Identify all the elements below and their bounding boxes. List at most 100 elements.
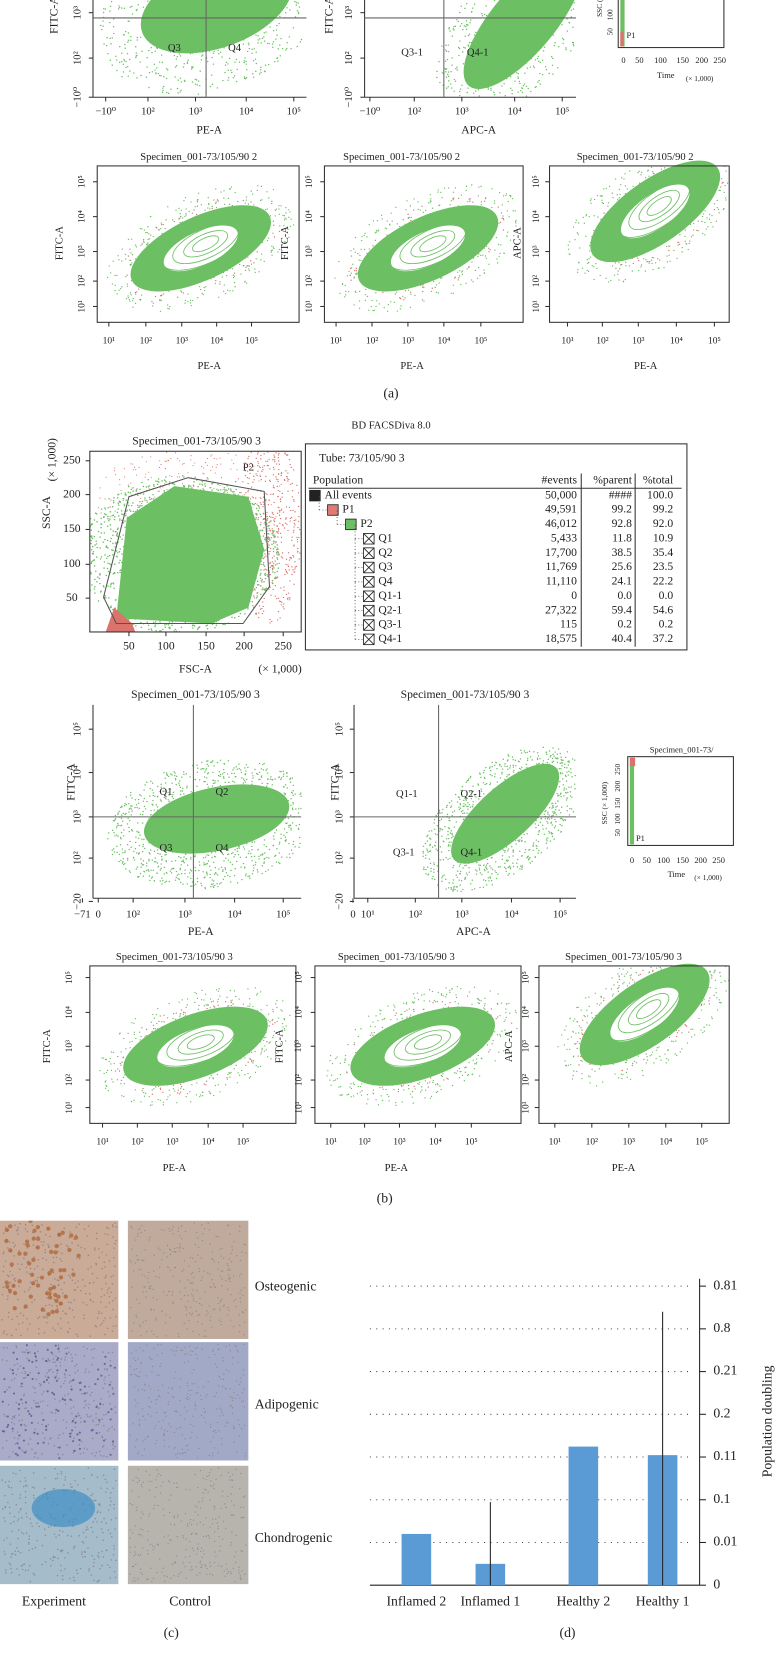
y-tick-label: 10⁴	[335, 765, 346, 780]
x-tick-label: 50	[635, 55, 643, 65]
x-tick-label: 10⁵	[245, 337, 258, 347]
experiment-image	[0, 1220, 119, 1339]
event-cloud	[105, 607, 136, 632]
y-axis-label: Population doubling	[759, 1365, 774, 1477]
table-header: %parent	[593, 474, 632, 487]
population-name: Q4-1	[378, 632, 402, 645]
y-tick-label: 0.21	[713, 1363, 737, 1378]
bar	[568, 1446, 599, 1586]
y-tick-label: 10⁴	[65, 1005, 75, 1019]
y-tick-label: 0.81	[713, 1277, 737, 1292]
event-cloud	[620, 184, 690, 239]
table-cell: 11,110	[546, 575, 577, 588]
population-name: Q4	[378, 575, 392, 588]
quadrant-label: Q1	[159, 787, 172, 798]
x-tick-label: 10¹	[103, 337, 116, 347]
contour-line	[382, 1017, 474, 1067]
marker-cross	[363, 590, 375, 602]
quadrant-label: Q3	[168, 43, 181, 54]
contour-line	[404, 1029, 451, 1055]
table-cell: ####	[609, 488, 632, 501]
y-tick-label: −20	[335, 893, 346, 909]
x-tick-label: 10⁴	[508, 106, 523, 117]
x-axis-unit: (× 1,000)	[686, 74, 714, 83]
quadrant-label: Q2	[215, 787, 228, 798]
x-tick-label: 10⁵	[465, 1138, 478, 1148]
y-tick-label: 10³	[73, 6, 84, 20]
event-strip	[629, 757, 635, 845]
x-tick-label: 10²	[140, 337, 153, 347]
table-cell: 27,322	[545, 603, 577, 616]
population-marker	[345, 518, 357, 531]
y-axis-label: FITC-A	[274, 1029, 285, 1063]
table-header: %total	[643, 474, 673, 487]
y-tick-label: 200	[63, 487, 81, 500]
plot-frame	[617, 0, 725, 49]
table-header: Population	[313, 474, 364, 487]
x-tick-label: 10³	[455, 106, 469, 117]
image-texture	[129, 1467, 247, 1583]
quadrant-label: Q4	[228, 43, 242, 54]
plot-title: Specimen_001-73/105/90 3	[131, 688, 260, 701]
x-tick-label: 10³	[623, 1138, 636, 1148]
table-cell: 0.0	[617, 589, 632, 602]
x-tick-label: 150	[197, 639, 215, 652]
x-tick-label: 10⁵	[287, 106, 302, 117]
x-tick-label: 10⁴	[202, 1138, 216, 1148]
y-tick-label: 50	[613, 829, 622, 837]
contour-line	[638, 189, 680, 223]
y-tick-label: 250	[613, 764, 622, 775]
y-tick-label: 10²	[78, 275, 88, 288]
x-tick-label: 250	[275, 639, 293, 652]
gate-label: P2	[243, 463, 254, 474]
figure-content: −10⁰ 10² 10³ 10⁴ 10⁵ −10⁰ 10² 10³ PE-A FITC-A Q3 Q4…	[0, 0, 774, 1641]
table-cell: 11.8	[612, 531, 632, 544]
y-tick-label: 10⁵	[532, 175, 542, 188]
y-tick-label: 10¹	[305, 300, 315, 313]
y-tick-label: 0.11	[713, 1448, 737, 1463]
contour-line	[183, 230, 228, 258]
plot-title: Specimen_001-73/	[650, 744, 714, 754]
population-name: Q1	[378, 531, 392, 544]
quadrant-label: Q4	[215, 843, 229, 854]
contour-line	[186, 1034, 215, 1050]
y-tick-label: 100	[613, 813, 622, 824]
y-tick-label: 10⁴	[294, 1005, 304, 1019]
x-axis-label: Time	[668, 869, 686, 879]
x-tick-label: 10³	[189, 106, 203, 117]
event-cloud	[140, 0, 293, 54]
contour-line	[155, 1017, 247, 1067]
table-cell: 35.4	[653, 546, 674, 559]
population-name: Q2	[378, 546, 392, 559]
contour-line	[388, 216, 478, 271]
plot-frame	[96, 165, 300, 323]
y-tick-label: 200	[613, 780, 622, 791]
table-cell: 0.2	[617, 618, 632, 631]
event-cloud	[451, 763, 560, 864]
x-tick-label: 10¹	[330, 337, 343, 347]
x-tick-label: 100	[157, 639, 175, 652]
column-label: Control	[169, 1593, 211, 1608]
y-tick-label: −20	[73, 893, 84, 909]
x-tick-label: 10⁴	[210, 337, 224, 347]
x-axis-label: PE-A	[400, 361, 424, 372]
population-marker	[309, 489, 321, 502]
quadrant-label: Q3-1	[401, 47, 423, 58]
plot-frame	[549, 165, 730, 323]
x-tick-label: 50	[123, 639, 135, 652]
event-cloud	[610, 987, 679, 1042]
table-cell: 5,433	[551, 531, 577, 544]
y-tick-label: 50	[606, 28, 615, 36]
plot-frame	[538, 965, 730, 1124]
x-tick-label: 10²	[586, 1138, 599, 1148]
contour-line	[627, 993, 670, 1026]
x-tick-label: 10⁵	[695, 1138, 708, 1148]
x-tick-label: 10¹	[96, 1138, 109, 1148]
y-tick-label: 10³	[294, 1040, 304, 1052]
y-tick-label: 100	[63, 557, 81, 570]
contour-line	[646, 196, 672, 216]
x-tick-label: 200	[695, 55, 708, 65]
marker-cross	[363, 633, 375, 645]
x-tick-label: Healthy 2	[556, 1593, 610, 1608]
